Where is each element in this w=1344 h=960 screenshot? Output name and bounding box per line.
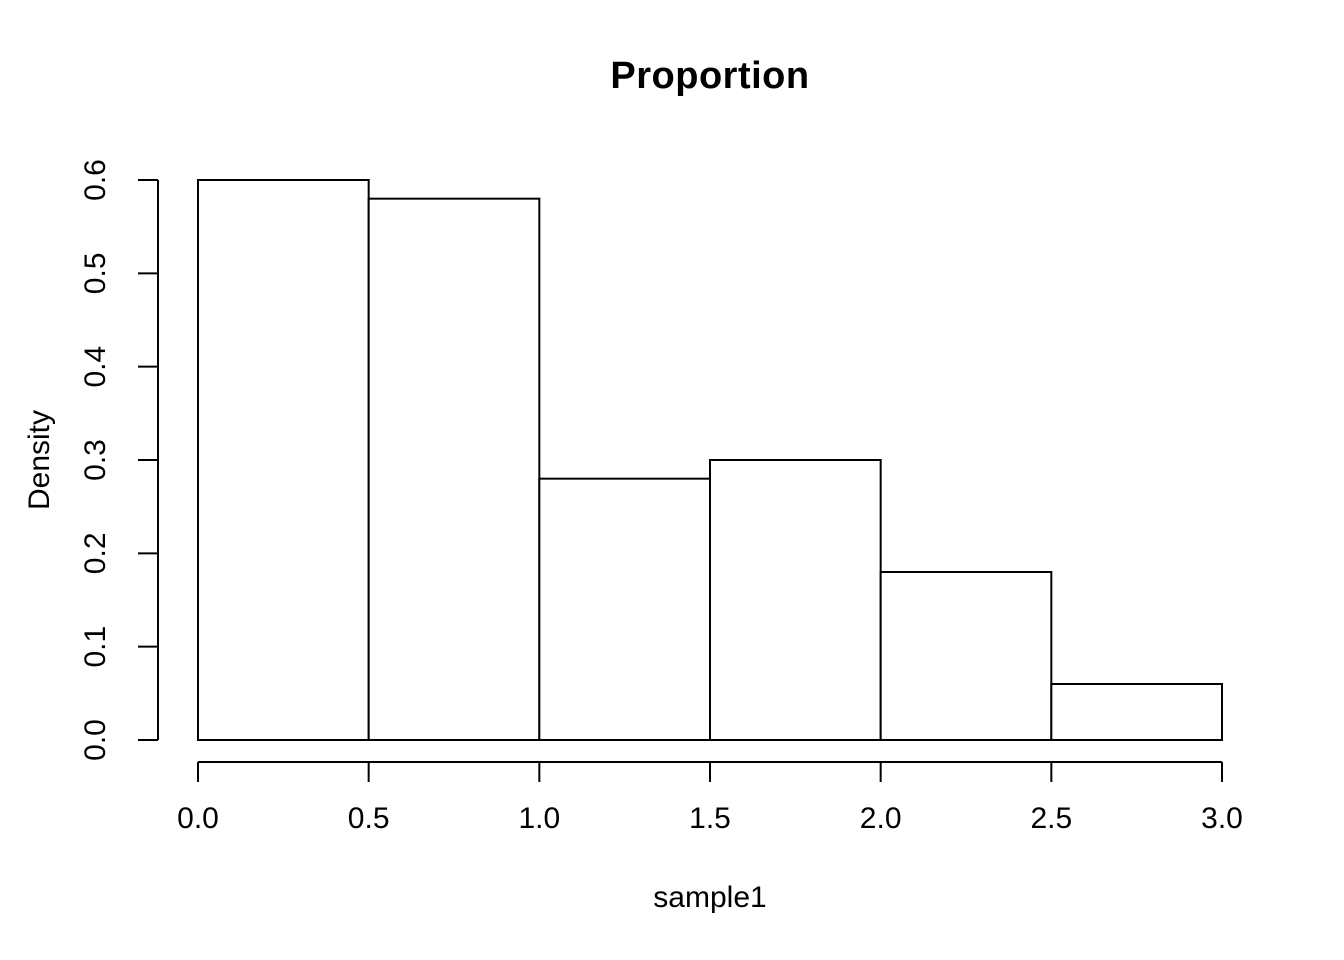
y-tick-label: 0.4 — [79, 346, 112, 388]
histogram-bar — [709, 459, 882, 741]
y-tick-label: 0.0 — [79, 719, 112, 761]
y-tick-label: 0.1 — [79, 626, 112, 668]
y-tick-label: 0.2 — [79, 532, 112, 574]
y-tick-label: 0.3 — [79, 439, 112, 481]
x-tick-label: 3.0 — [1201, 802, 1243, 835]
x-tick-label: 0.0 — [177, 802, 219, 835]
y-tick-label: 0.5 — [79, 252, 112, 294]
x-tick-label: 0.5 — [348, 802, 390, 835]
x-axis-label: sample1 — [653, 881, 767, 914]
histogram-bar — [879, 571, 1053, 741]
x-tick-label: 2.0 — [860, 802, 902, 835]
histogram-bar — [197, 179, 370, 741]
histogram-bar — [538, 477, 711, 741]
histogram-bar — [1050, 683, 1224, 741]
x-tick-label: 2.5 — [1030, 802, 1072, 835]
chart-title: Proportion — [610, 55, 810, 97]
x-tick-label: 1.0 — [518, 802, 560, 835]
y-tick-label: 0.6 — [79, 159, 112, 201]
histogram-bar — [367, 197, 541, 741]
x-tick-label: 1.5 — [689, 802, 731, 835]
